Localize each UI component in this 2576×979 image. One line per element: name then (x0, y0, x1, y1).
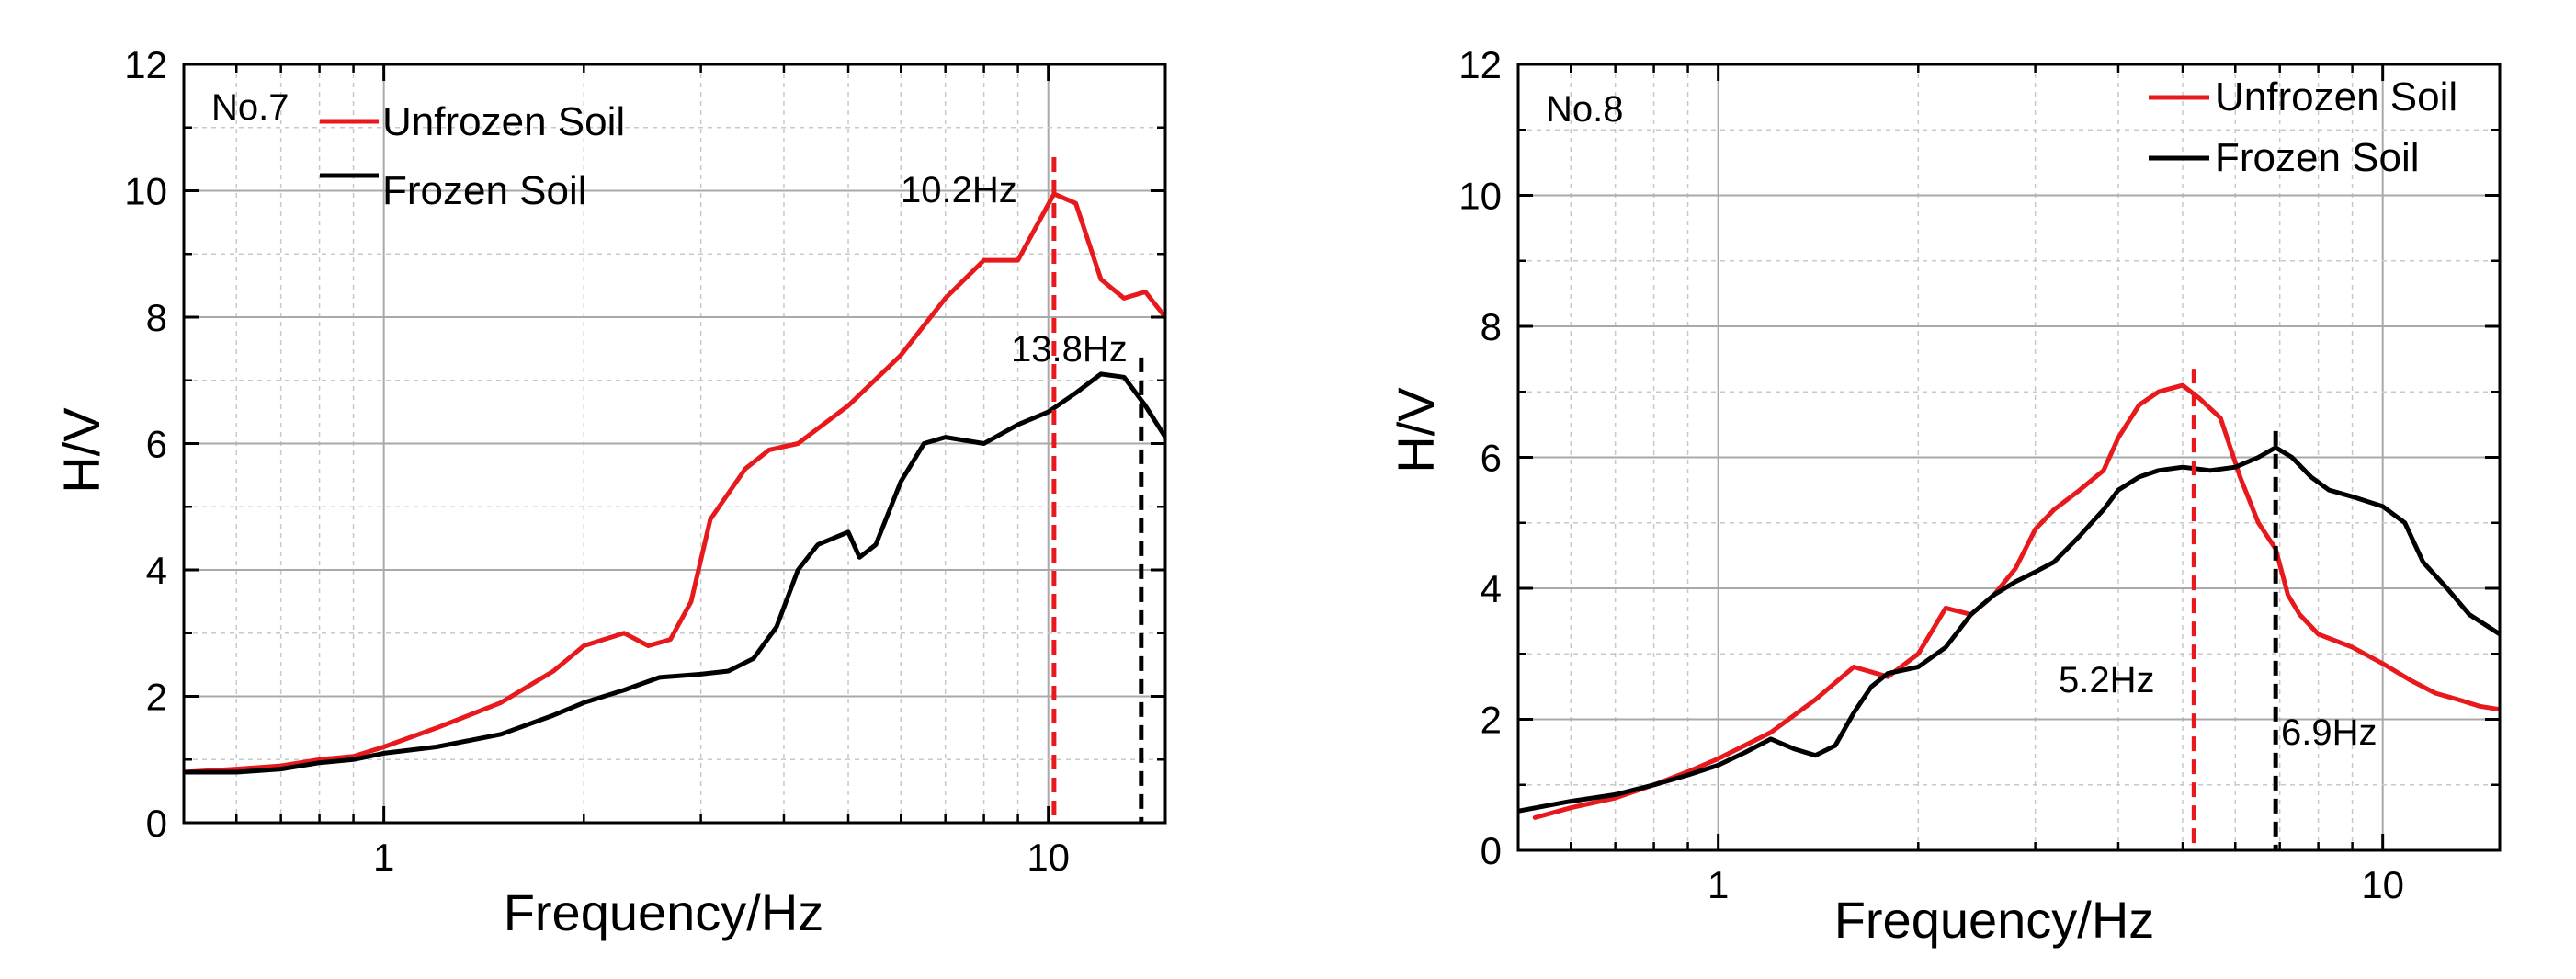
y-tick-label: 10 (1458, 175, 1502, 218)
series-line-frozen-soil (1518, 445, 2500, 814)
grid-lines (184, 64, 1165, 823)
y-ticks: 0 2 4 6 8 10 12 (1458, 43, 2500, 872)
peak-label-unfrozen: 5.2Hz (2059, 660, 2155, 700)
peak-label-frozen: 6.9Hz (2281, 712, 2377, 753)
panel-label: No.7 (211, 87, 289, 128)
y-tick-label: 12 (1458, 43, 1502, 86)
legend-label-unfrozen: Unfrozen Soil (2215, 74, 2457, 120)
x-ticks: 1 10 (1570, 64, 2404, 906)
x-axis-label: Frequency/Hz (1834, 891, 2155, 949)
x-ticks: 1 10 (235, 64, 1070, 879)
y-tick-label: 2 (1481, 699, 1502, 742)
x-axis-label: Frequency/Hz (504, 883, 824, 941)
series-line-frozen-soil (184, 371, 1165, 775)
plot-area-clip-group (184, 191, 1165, 775)
legend: Unfrozen Soil Frozen Soil (320, 99, 625, 213)
x-tick-label: 10 (2361, 863, 2404, 906)
y-ticks: 0 2 4 6 8 10 12 (124, 43, 1165, 845)
chart-panel-no7: 0 2 4 6 8 10 12 1 10 H/V Frequency/Hz No.7 Unfr… (52, 43, 1167, 941)
y-tick-label: 8 (146, 296, 167, 339)
y-tick-label: 0 (1481, 829, 1502, 872)
panel-label: No.8 (1546, 89, 1624, 130)
y-tick-label: 6 (146, 423, 167, 466)
y-tick-label: 12 (124, 43, 167, 86)
series-line-unfrozen-soil (184, 191, 1165, 775)
legend-label-frozen: Frozen Soil (2215, 135, 2420, 180)
legend-label-frozen: Frozen Soil (382, 168, 587, 213)
y-axis-label: H/V (52, 407, 110, 494)
x-tick-label: 1 (373, 836, 394, 879)
y-tick-label: 2 (146, 676, 167, 719)
y-tick-label: 4 (146, 549, 167, 592)
y-tick-label: 4 (1481, 567, 1502, 610)
series-line-unfrozen-soil (1532, 382, 2500, 820)
peak-label-unfrozen: 10.2Hz (901, 170, 1017, 211)
legend: Unfrozen Soil Frozen Soil (2149, 74, 2457, 180)
x-tick-label: 10 (1027, 836, 1070, 879)
x-tick-label: 1 (1708, 863, 1729, 906)
grid-lines (1518, 64, 2500, 850)
peak-label-frozen: 13.8Hz (1011, 329, 1128, 370)
y-axis-label: H/V (1387, 387, 1445, 473)
legend-label-unfrozen: Unfrozen Soil (382, 99, 625, 144)
chart-panel-no8: 0 2 4 6 8 10 12 1 10 H/V Frequency/Hz No.8 Unfr… (1387, 43, 2502, 949)
y-tick-label: 0 (146, 802, 167, 845)
y-tick-label: 8 (1481, 305, 1502, 348)
plot-area-clip-group (1518, 382, 2500, 820)
y-tick-label: 6 (1481, 437, 1502, 480)
y-tick-label: 10 (124, 170, 167, 213)
